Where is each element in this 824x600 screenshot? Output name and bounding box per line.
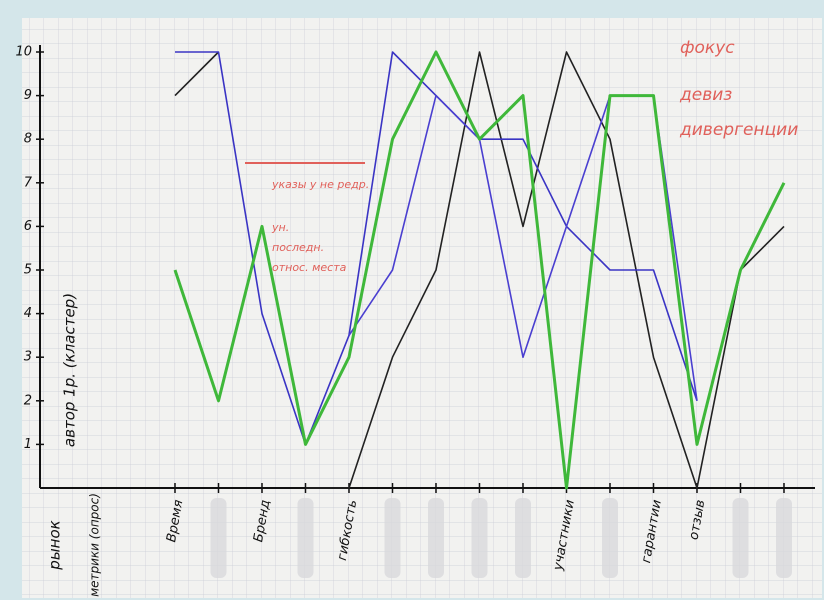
blurred-label (297, 498, 314, 578)
series-line (173, 50, 786, 490)
y-tick-label: 3 (24, 350, 32, 365)
annotation: последн. (272, 241, 324, 254)
y-tick-label: 1 (24, 437, 32, 452)
x-tick-label: отзыв (687, 499, 709, 541)
axis-note: автор 1р. (кластер) (61, 293, 79, 447)
blurred-label (210, 498, 227, 578)
blurred-label (384, 498, 401, 578)
blurred-label (515, 498, 531, 578)
paper-grid (22, 18, 822, 598)
annotation: относ. места (272, 261, 347, 274)
row-header: метрики (опрос) (88, 493, 102, 597)
annotation: девиз (679, 85, 732, 105)
x-tick-label: Бренд (251, 499, 273, 544)
y-tick-label: 8 (24, 132, 32, 147)
y-tick-label: 2 (24, 393, 32, 408)
x-tick-label: Время (164, 499, 186, 544)
blurred-label (471, 498, 488, 578)
y-tick-label: 6 (24, 219, 32, 234)
series-line (174, 51, 785, 489)
annotation: фокус (680, 38, 735, 58)
row-header: рынок (46, 520, 64, 570)
y-tick-label: 10 (15, 45, 32, 60)
y-tick-label: 9 (24, 88, 32, 103)
annotation: ун. (271, 221, 289, 234)
blurred-label (732, 498, 749, 578)
blurred-label (602, 498, 618, 578)
y-tick-label: 7 (24, 175, 33, 190)
annotation: дивергенции (679, 120, 798, 140)
blurred-label (776, 498, 792, 578)
annotation: указы у не редр. (271, 178, 369, 191)
y-tick-label: 5 (24, 263, 32, 278)
blurred-label (428, 498, 444, 578)
y-tick-label: 4 (24, 306, 32, 321)
